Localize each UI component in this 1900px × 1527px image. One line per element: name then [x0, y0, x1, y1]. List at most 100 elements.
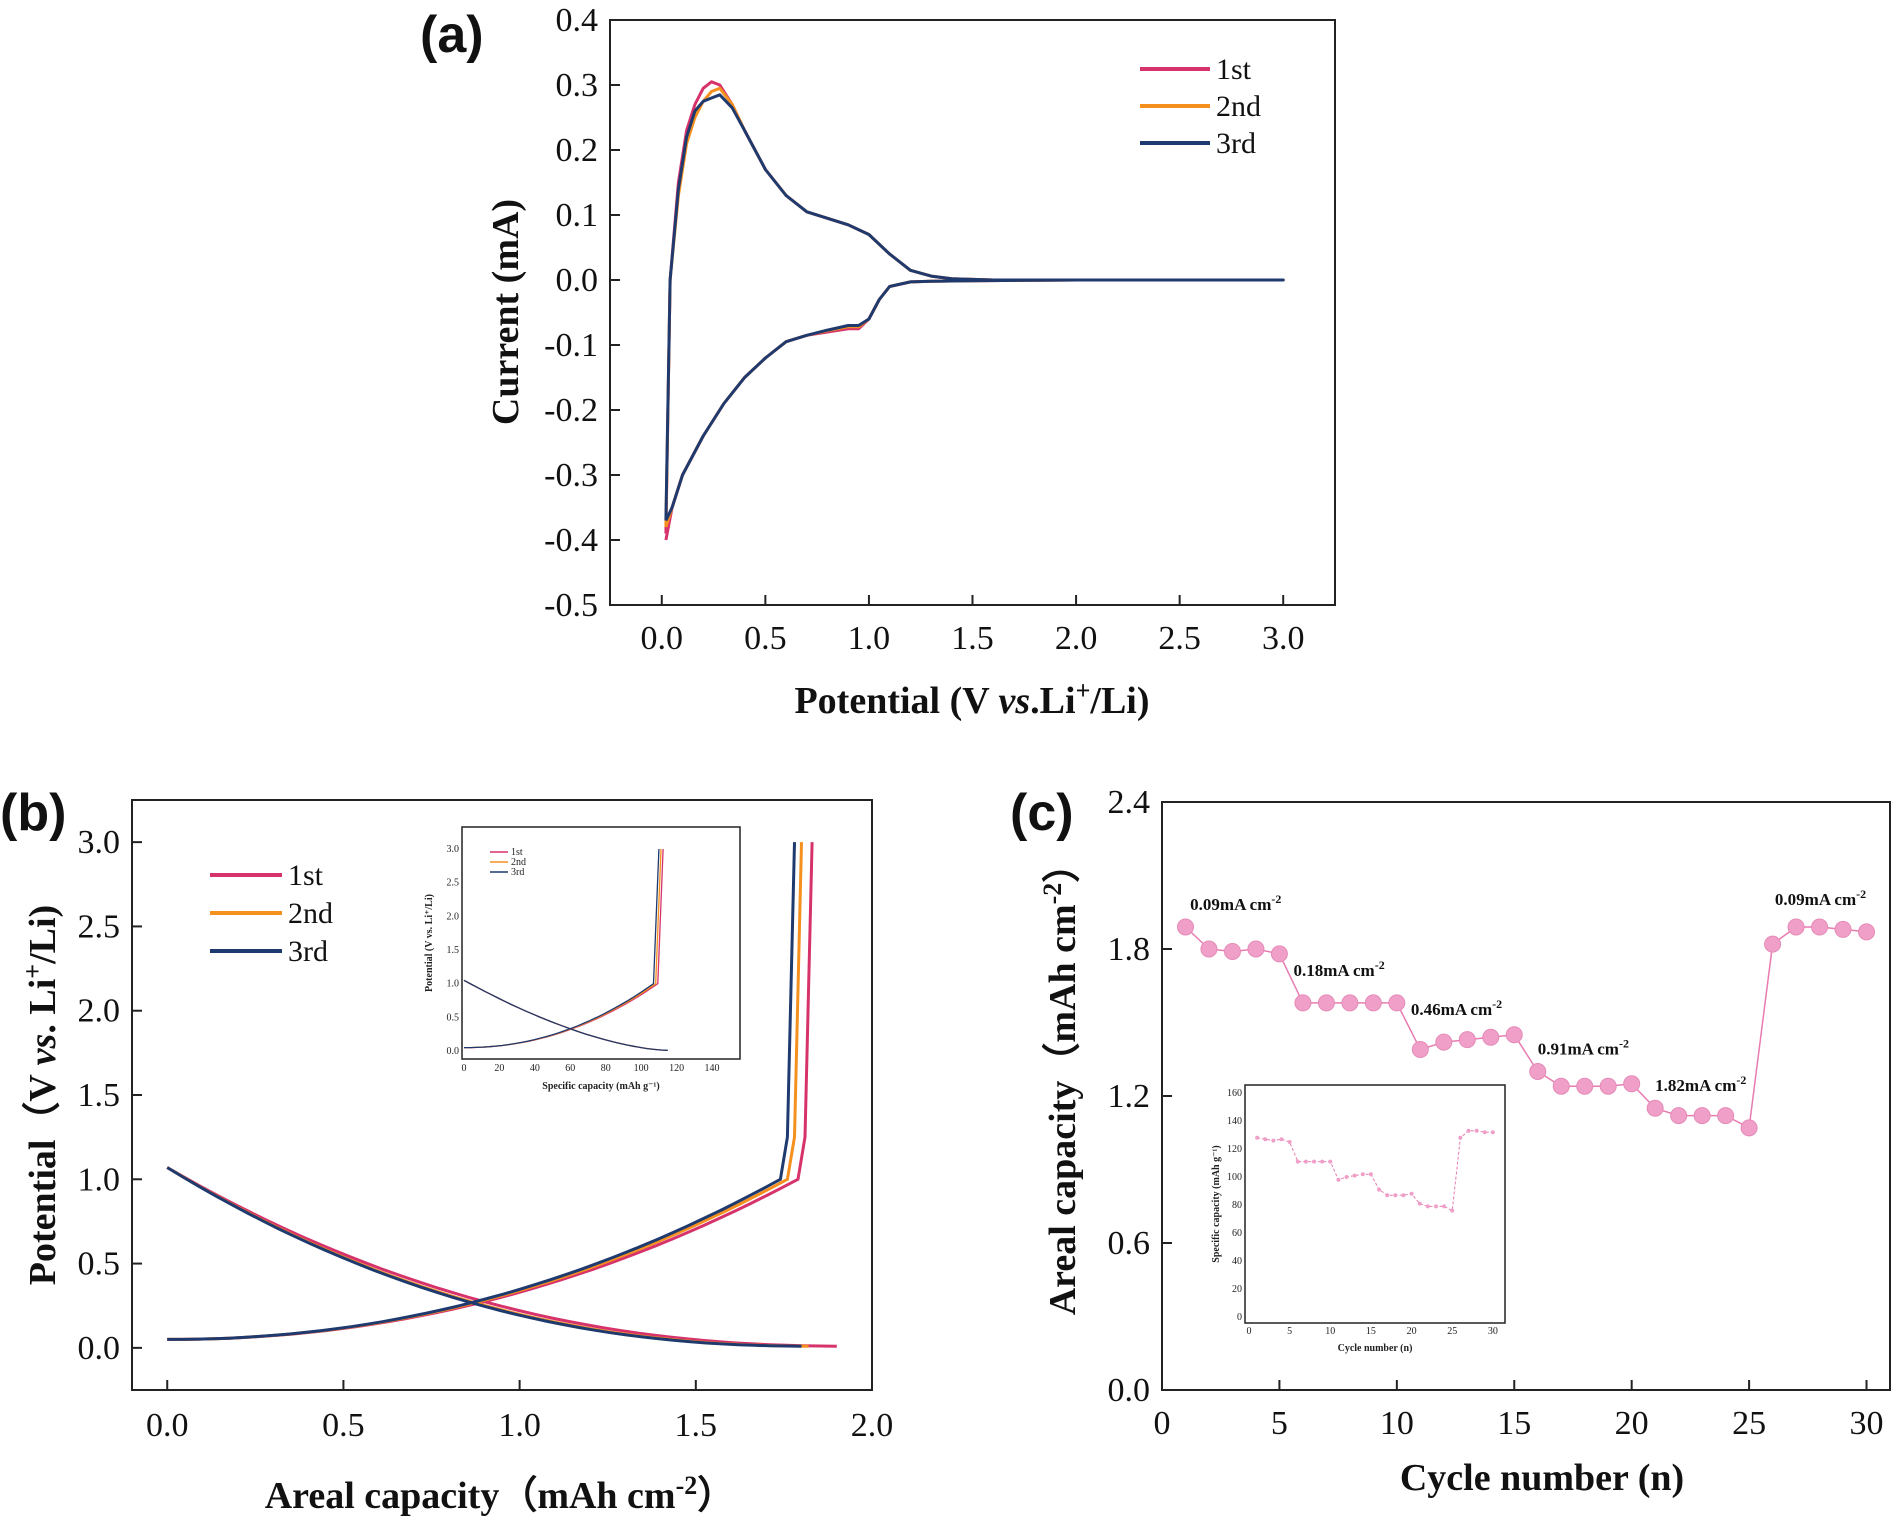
panel-c-point	[1646, 1099, 1664, 1117]
panel-b-inset-legend-label: 1st	[511, 847, 523, 858]
panel-c-yticks: 2.4 1.8 1.2 0.6 0.0	[1108, 784, 1172, 1409]
panel-c-inset-point	[1474, 1128, 1479, 1133]
panel-c-inset-point	[1287, 1140, 1292, 1144]
panel-c-point	[1740, 1119, 1758, 1137]
panel-c-point	[1717, 1107, 1735, 1125]
panel-c-annotation: 0.91mA cm-2	[1538, 1036, 1629, 1058]
panel-c-inset: 160 140 120 100 80 60 40 20 00 5 10 15 20 25 30 Cycle n…	[1211, 1084, 1506, 1354]
panel-a-legend: 1st 2nd 3rd	[1140, 53, 1261, 160]
panel-a-xlabel: Potential (V vs.Li+/Li)	[794, 676, 1149, 722]
panel-c-xtick-label: 0	[1154, 1405, 1171, 1442]
panel-c-point	[1670, 1107, 1688, 1125]
panel-b-xlabel: Areal capacity（mAh cm-2）	[265, 1471, 736, 1517]
panel-b-inset-legend-label: 3rd	[511, 867, 524, 878]
panel-a: (a) 0.40.30.20.10.0-0.1-0.2-0.3-0.4-0.5 …	[420, 2, 1336, 722]
panel-c-inset-ytick: 140	[1227, 1116, 1242, 1127]
panel-c-inset-xtick: 30	[1488, 1326, 1498, 1337]
panel-c-point	[1388, 994, 1406, 1012]
panel-b-legend-label: 3rd	[288, 935, 328, 968]
panel-c-inset-xtick: 10	[1325, 1326, 1335, 1337]
panel-b-xtick-label: 0.5	[322, 1407, 365, 1444]
panel-c-ytick-label: 0.0	[1108, 1372, 1151, 1409]
panel-c-xtick-label: 10	[1380, 1405, 1414, 1442]
panel-c-inset-point	[1295, 1159, 1300, 1164]
panel-c-annotation: 0.18mA cm-2	[1294, 958, 1385, 980]
panel-c-annotation: 1.82mA cm-2	[1655, 1073, 1746, 1095]
panel-c-point	[1223, 942, 1241, 960]
panel-a-xtick-label: 0.5	[744, 620, 787, 657]
panel-c-inset-line	[1257, 1130, 1493, 1212]
panel-c-xtick-label: 5	[1271, 1405, 1288, 1442]
panel-b-inset-ytick: 3.0	[447, 844, 460, 855]
panel-a-ytick-label: -0.2	[544, 392, 598, 429]
panel-a-ytick-label: 0.2	[556, 132, 599, 169]
panel-c-point	[1482, 1028, 1500, 1046]
panel-a-xtick-label: 2.0	[1055, 620, 1098, 657]
panel-c-inset-point	[1458, 1135, 1463, 1140]
panel-a-xticks: 0.0 0.5 1.0 1.5 2.0 2.5 3.0	[641, 595, 1305, 657]
panel-c-inset-point	[1401, 1193, 1406, 1198]
panel-b-discharge-3rd	[166, 1166, 802, 1348]
panel-c-point	[1599, 1077, 1617, 1095]
panel-a-legend-label: 3rd	[1216, 127, 1256, 160]
panel-b-inset-charge	[464, 848, 660, 1049]
panel-c-inset-point	[1482, 1130, 1487, 1135]
panel-c-ytick-label: 0.6	[1108, 1225, 1151, 1262]
panel-b-discharge-1st	[166, 1166, 837, 1348]
panel-c-inset-point	[1442, 1204, 1447, 1209]
panel-b-ytick-label: 1.5	[78, 1077, 121, 1114]
panel-c-inset-point	[1466, 1128, 1471, 1133]
panel-c-inset-xtick: 25	[1447, 1326, 1457, 1337]
panel-a-xtick-label: 1.0	[848, 620, 891, 657]
panel-c-inset-ytick: 60	[1232, 1228, 1242, 1239]
panel-b-inset-ylabel: Potential (V vs. Li⁺/Li)	[424, 894, 435, 992]
panel-b-label: (b)	[0, 784, 66, 842]
panel-a-xtick-label: 3.0	[1262, 620, 1305, 657]
panel-c-inset-xtick: 0	[1247, 1326, 1252, 1337]
panel-a-line-3rd	[664, 93, 1285, 522]
panel-b-inset-xtick: 100	[634, 1063, 649, 1074]
panel-b-ytick-label: 3.0	[78, 824, 121, 861]
panel-b-inset-ytick: 2.5	[447, 878, 460, 889]
panel-b-inset-legend-label: 2nd	[511, 857, 526, 868]
panel-b-inset-ytick: 0.0	[447, 1046, 460, 1057]
panel-c-inset-point	[1271, 1138, 1276, 1143]
panel-c-ytick-label: 1.8	[1108, 931, 1151, 968]
panel-b-legend-label: 2nd	[288, 897, 333, 930]
panel-b-inset-ytick: 2.0	[447, 911, 460, 922]
panel-c-xtick-label: 15	[1497, 1405, 1531, 1442]
panel-c-inset-ytick: 40	[1232, 1256, 1242, 1267]
panel-c-point	[1435, 1033, 1453, 1051]
panel-b-ytick-label: 2.0	[78, 993, 121, 1030]
panel-c-inset-point	[1336, 1177, 1341, 1182]
panel-c-inset-point	[1433, 1204, 1438, 1209]
panel-b-legend-label: 1st	[288, 859, 324, 892]
panel-c-inset-point	[1320, 1159, 1325, 1164]
panel-b-inset-xtick: 20	[494, 1063, 504, 1074]
panel-c-inset-point	[1344, 1175, 1349, 1179]
panel-b-inset-xtick: 120	[669, 1063, 684, 1074]
panel-c-inset-xtick: 5	[1287, 1326, 1292, 1337]
panel-c-inset-frame	[1244, 1084, 1506, 1324]
panel-b-inset-xtick: 60	[565, 1063, 575, 1074]
panel-a-label: (a)	[420, 6, 484, 64]
panel-c-inset-point	[1279, 1137, 1284, 1142]
panel-b-series	[166, 842, 837, 1348]
panel-b-charge-3rd	[167, 842, 796, 1341]
panel-b-inset-ytick: 1.0	[447, 979, 460, 990]
panel-b-inset-ytick: 0.5	[447, 1012, 460, 1023]
panel-c-inset-point	[1393, 1193, 1398, 1198]
panel-c-point	[1294, 994, 1312, 1012]
panel-b-inset-xtick: 80	[601, 1063, 611, 1074]
panel-c-inset-xtick: 15	[1366, 1326, 1376, 1337]
panel-a-ytick-label: -0.5	[544, 587, 598, 624]
panel-c-inset-point	[1490, 1130, 1495, 1135]
panel-c-inset-ytick: 160	[1227, 1088, 1242, 1099]
panel-a-ylabel: Current (mA)	[485, 199, 527, 425]
panel-c-point	[1576, 1077, 1594, 1095]
panel-c-point	[1247, 940, 1265, 958]
panel-a-xtick-label: 0.0	[641, 620, 684, 657]
panel-b-ytick-label: 1.0	[78, 1161, 121, 1198]
panel-b-inset: 3.0 2.5 2.0 1.5 1.0 0.5 0.00 20 40 60 80 100 120 140 S…	[424, 826, 741, 1092]
